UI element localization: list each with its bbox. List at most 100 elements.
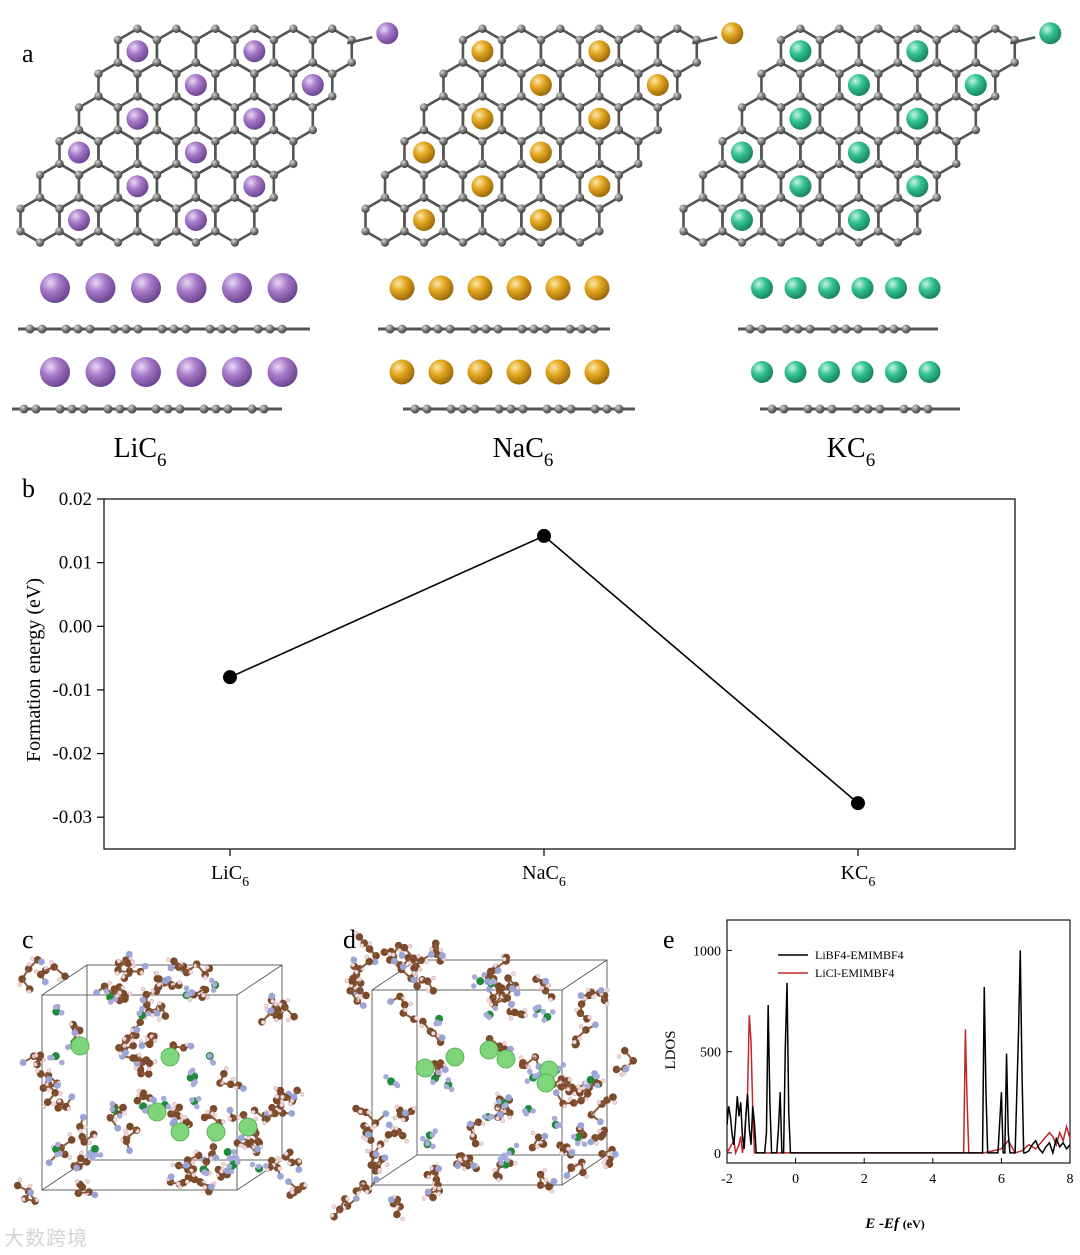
ion-atom: [588, 107, 611, 130]
ion-atom: [1039, 22, 1062, 45]
ion-atom: [389, 275, 415, 301]
y-tick-label-b: -0.01: [52, 680, 92, 701]
ion-atom: [471, 175, 494, 198]
ion-atom: [67, 141, 90, 164]
ion-atom: [588, 175, 611, 198]
ion-atom: [376, 22, 399, 45]
ion-atom: [301, 74, 324, 96]
ion-atom: [471, 40, 494, 63]
ion-atom: [730, 209, 753, 231]
x-tick-label-e: 4: [929, 1172, 936, 1187]
y-tick-label-b: 0.00: [59, 616, 92, 637]
molecular-structure-c: [13, 950, 308, 1206]
ion-atom: [40, 357, 70, 387]
panel-c-label: c: [22, 925, 34, 954]
ion-atom: [131, 357, 161, 387]
y-tick-label-b: 0.02: [59, 489, 92, 510]
x-tick-label-b: LiC6: [211, 862, 249, 890]
legend-e: LiBF4-EMIMBF4 LiCl-EMIMBF4: [778, 948, 904, 980]
ion-atom: [412, 141, 435, 164]
ion-atom: [529, 141, 552, 164]
side-views: [12, 273, 960, 414]
y-tick-label-e: 0: [714, 1147, 721, 1162]
ion-atom: [85, 357, 116, 387]
graphene-lattice-kc6: [679, 22, 1062, 247]
ion-atom: [885, 361, 907, 383]
ion-atom: [184, 141, 207, 164]
side-view-lic6: [12, 273, 310, 414]
y-axis-ticks-b: 0.02 0.01 0.00 -0.01 -0.02 -0.03: [52, 489, 104, 828]
panel-d: d: [329, 925, 638, 1222]
ion-atom: [851, 277, 874, 299]
ion-atom: [906, 107, 929, 130]
y-tick-label-e: 1000: [693, 944, 721, 959]
ion-atom: [818, 277, 840, 299]
x-tick-label-b: KC6: [841, 862, 876, 890]
panel-b-label: b: [22, 474, 35, 503]
ion-atom: [67, 209, 90, 231]
ion-atom: [176, 273, 207, 303]
ion-atom: [584, 275, 610, 301]
compound-label-lic6: LiC6: [113, 433, 166, 471]
x-tick-label-e: 0: [792, 1172, 799, 1187]
ion-atom: [126, 107, 149, 130]
panel-a-label: a: [22, 39, 34, 68]
intercalant-ions: [730, 22, 1062, 231]
ion-atom: [184, 74, 207, 96]
side-view-nac6: [378, 275, 635, 414]
ion-atom: [389, 359, 415, 385]
ion-atom: [506, 359, 532, 385]
ion-atom: [751, 361, 773, 383]
legend-label-libf4: LiBF4-EMIMBF4: [815, 948, 904, 962]
y-axis-label-b: Formation energy (eV): [23, 578, 45, 762]
formation-energy-series: [223, 528, 865, 811]
ion-atom: [751, 277, 773, 299]
ion-atom: [131, 273, 161, 303]
ion-atom: [584, 359, 610, 385]
ion-atom: [267, 273, 298, 303]
data-point-b: [223, 670, 237, 685]
ion-atom: [784, 277, 807, 299]
ion-atom: [721, 22, 744, 45]
ion-atom: [184, 209, 207, 231]
data-point-b: [537, 528, 551, 543]
ion-atom: [545, 275, 571, 301]
compound-label-kc6: KC6: [827, 433, 875, 471]
ion-atom: [506, 275, 532, 301]
x-tick-label-e: 6: [998, 1172, 1005, 1187]
panel-d-label: d: [343, 925, 356, 954]
ion-atom: [730, 141, 753, 164]
ion-atom: [40, 273, 70, 303]
ion-atom: [818, 361, 840, 383]
ion-atom: [847, 141, 870, 164]
ion-atom: [243, 40, 266, 63]
series-line-b: [229, 534, 859, 804]
ion-atom: [646, 74, 669, 96]
compound-label-nac6: NaC6: [493, 433, 554, 471]
ion-atom: [789, 175, 812, 198]
panel-a: a LiC6 NaC6 KC6: [12, 22, 1062, 471]
x-tick-label-e: -2: [721, 1172, 733, 1187]
ion-atom: [243, 175, 266, 198]
ion-atom: [918, 361, 941, 383]
y-axis-label-e: LDOS: [663, 1030, 679, 1069]
series-line-libf4: [726, 950, 1071, 1156]
plot-frame-e: [726, 919, 1071, 1164]
ion-atom: [222, 357, 252, 387]
y-tick-label-b: -0.03: [52, 807, 92, 828]
x-axis-label-e: E -Ef (eV): [864, 1216, 924, 1232]
graphene-lattice-nac6: [361, 22, 744, 247]
data-point-b: [851, 796, 865, 811]
ion-atom: [789, 107, 812, 130]
ion-atom: [885, 277, 907, 299]
ion-atom: [222, 273, 252, 303]
ion-atom: [126, 175, 149, 198]
ion-atom: [471, 107, 494, 130]
intercalant-ions: [67, 22, 399, 231]
panel-e-label: e: [663, 925, 675, 954]
ion-atom: [906, 40, 929, 63]
x-axis-ticks-e: -2 0 2 4 6 8: [721, 1158, 1074, 1187]
ion-atom: [847, 209, 870, 231]
y-tick-label-b: -0.02: [52, 744, 92, 765]
